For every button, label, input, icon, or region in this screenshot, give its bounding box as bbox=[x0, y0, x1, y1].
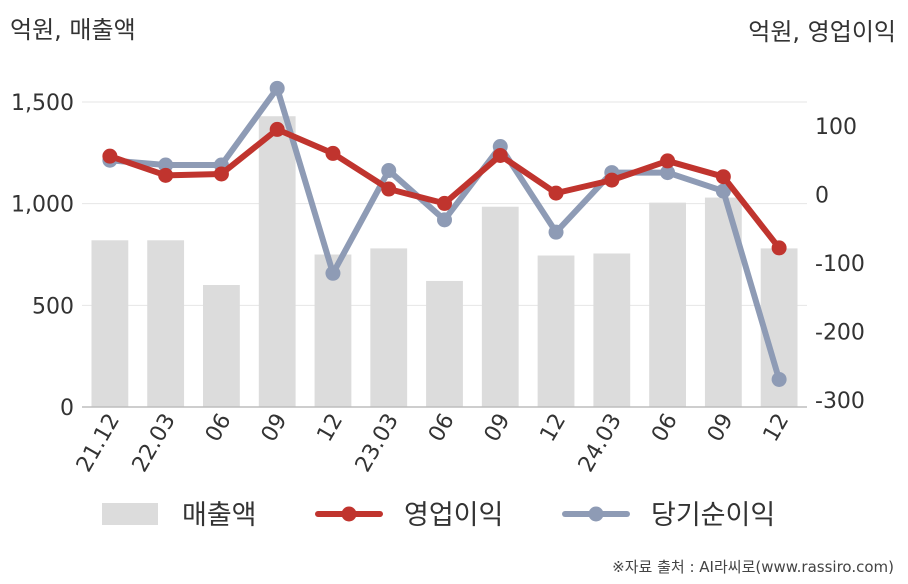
left-tick-label: 1,500 bbox=[11, 91, 74, 116]
bar bbox=[258, 116, 296, 407]
x-tick-label: 24.03 bbox=[574, 410, 627, 477]
x-tick-label: 21.12 bbox=[72, 410, 125, 477]
data-point bbox=[269, 121, 285, 137]
data-point bbox=[437, 212, 452, 228]
data-point bbox=[381, 163, 397, 179]
data-point bbox=[158, 167, 174, 183]
data-point bbox=[213, 166, 229, 182]
left-tick-label: 0 bbox=[60, 396, 74, 421]
x-tick-label: 09 bbox=[257, 410, 293, 447]
data-point bbox=[437, 195, 452, 211]
left-tick-label: 1,000 bbox=[11, 193, 74, 218]
x-tick-label: 06 bbox=[647, 410, 683, 447]
bar bbox=[593, 253, 631, 407]
right-axis-unit: 억원, 영업이익 bbox=[748, 18, 896, 46]
bar bbox=[91, 240, 129, 407]
right-tick-label: 100 bbox=[815, 115, 857, 140]
bar bbox=[203, 285, 240, 407]
data-point bbox=[771, 371, 787, 387]
data-point bbox=[604, 172, 620, 188]
legend-marker bbox=[588, 506, 604, 522]
x-tick-label: 22.03 bbox=[128, 410, 181, 477]
data-point bbox=[325, 145, 341, 161]
data-point bbox=[325, 265, 341, 281]
legend: 매출액 영업이익 당기순이익 bbox=[102, 500, 775, 531]
x-tick-label: 09 bbox=[703, 410, 739, 447]
legend-label: 매출액 bbox=[182, 500, 257, 531]
legend-label: 당기순이익 bbox=[651, 500, 775, 531]
bar bbox=[481, 206, 519, 407]
x-tick-label: 12 bbox=[536, 410, 572, 447]
left-tick-label: 500 bbox=[32, 294, 74, 319]
right-tick-label: -100 bbox=[815, 252, 865, 277]
data-point bbox=[269, 80, 285, 96]
x-tick-label: 06 bbox=[424, 410, 460, 447]
data-point bbox=[381, 181, 397, 197]
data-point bbox=[548, 185, 564, 201]
data-point bbox=[492, 147, 508, 163]
bar bbox=[370, 248, 408, 407]
line-series bbox=[102, 80, 787, 387]
bar-series bbox=[91, 116, 798, 407]
bar bbox=[537, 255, 575, 407]
data-point bbox=[715, 169, 731, 185]
bar bbox=[649, 202, 686, 407]
legend-swatch bbox=[102, 503, 158, 525]
bar bbox=[426, 280, 463, 407]
legend-label: 영업이익 bbox=[404, 500, 503, 531]
bar bbox=[147, 240, 185, 407]
x-tick-label: 06 bbox=[201, 410, 237, 447]
x-tick-label: 09 bbox=[480, 410, 516, 447]
right-tick-label: -200 bbox=[815, 321, 865, 346]
data-point bbox=[715, 183, 731, 199]
right-tick-label: -300 bbox=[815, 389, 865, 414]
data-point bbox=[660, 153, 676, 169]
right-tick-label: 0 bbox=[815, 184, 829, 209]
data-point bbox=[660, 165, 676, 181]
legend-marker bbox=[341, 506, 357, 522]
x-tick-label: 12 bbox=[313, 410, 349, 447]
x-tick-label: 23.03 bbox=[351, 410, 404, 477]
source-note: ※자료 출처 : AI라씨로(www.rassiro.com) bbox=[612, 558, 894, 576]
data-point bbox=[158, 157, 174, 173]
data-point bbox=[102, 148, 118, 164]
data-point bbox=[548, 224, 564, 240]
data-point bbox=[771, 240, 787, 256]
x-tick-label: 12 bbox=[759, 410, 795, 447]
left-axis-unit: 억원, 매출액 bbox=[10, 16, 136, 44]
